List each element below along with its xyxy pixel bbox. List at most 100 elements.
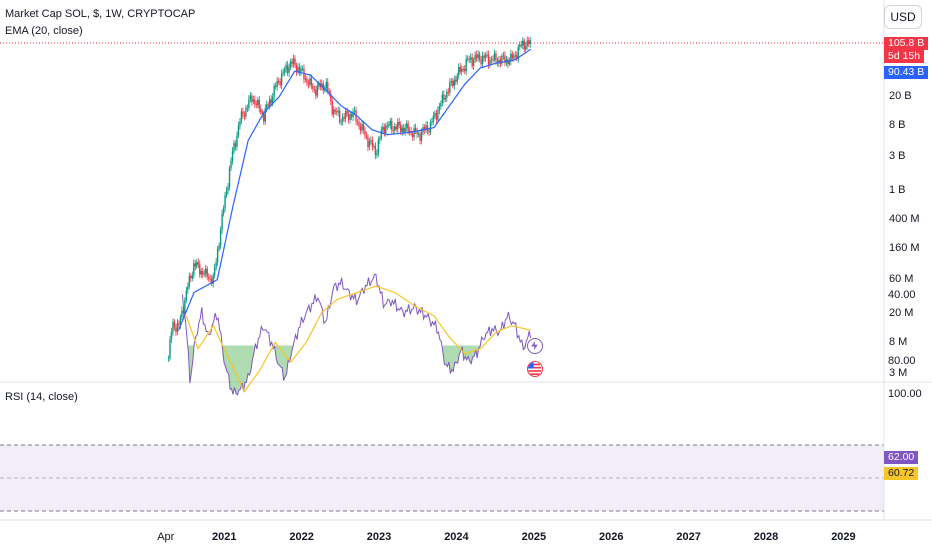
rsi-legend[interactable]: RSI (14, close) xyxy=(5,391,78,403)
candle-body xyxy=(352,111,354,117)
ema-value-badge: 90.43 B xyxy=(884,66,929,79)
candle-body xyxy=(178,323,180,325)
candle-body xyxy=(438,106,441,111)
candle-body xyxy=(269,99,271,106)
candle-body xyxy=(315,89,317,96)
candle-body xyxy=(492,59,494,61)
candle-body xyxy=(285,65,287,70)
candle-body xyxy=(263,114,265,122)
price-tick-label: 8 B xyxy=(889,118,906,131)
candle-body xyxy=(249,95,252,100)
candle-body xyxy=(511,53,514,59)
candle-body xyxy=(222,208,225,214)
candle-body xyxy=(210,278,213,284)
candle-body xyxy=(337,110,339,113)
candle-body xyxy=(266,104,268,109)
candle-body xyxy=(468,58,470,60)
candle-body xyxy=(169,339,171,358)
candle-body xyxy=(188,276,191,287)
candle-body xyxy=(450,81,453,83)
candle-body xyxy=(478,53,481,60)
candle-body xyxy=(206,268,208,277)
currency-button[interactable]: USD xyxy=(884,5,922,29)
candle-body xyxy=(383,126,386,134)
candle-body xyxy=(441,94,444,104)
candle-body xyxy=(435,113,438,120)
candle-body xyxy=(218,245,220,249)
candle-body xyxy=(246,107,249,109)
candle-body xyxy=(452,81,454,86)
lightning-icon[interactable] xyxy=(527,338,543,354)
candle-body xyxy=(205,268,207,274)
candle-body xyxy=(252,99,255,102)
candle-body xyxy=(341,117,344,122)
candle-body xyxy=(202,271,204,275)
candle-body xyxy=(388,125,390,127)
candle-body xyxy=(203,273,205,275)
candle-body xyxy=(376,153,378,156)
candle-body xyxy=(213,267,216,276)
candle-body xyxy=(283,69,286,73)
candle-body xyxy=(455,79,457,82)
candle-body xyxy=(402,127,405,132)
candle-body xyxy=(453,79,455,86)
ema-legend[interactable]: EMA (20, close) xyxy=(5,25,83,37)
candle-body xyxy=(414,127,417,132)
candle-body xyxy=(313,89,316,91)
candle-body xyxy=(176,323,179,333)
candle-body xyxy=(221,213,223,231)
candle-body xyxy=(401,127,403,132)
time-tick-label: 2021 xyxy=(212,531,237,543)
candle-body xyxy=(461,68,463,72)
candle-body xyxy=(404,127,406,132)
candle-body xyxy=(245,107,247,117)
candle-body xyxy=(516,55,518,59)
candle-body xyxy=(254,99,256,104)
candle-body xyxy=(318,83,320,86)
candle-body xyxy=(277,80,280,82)
rsi-ma-value-badge: 60.72 xyxy=(884,467,919,480)
candle-body xyxy=(428,130,430,133)
candle-body xyxy=(181,310,183,318)
candle-body xyxy=(224,195,226,209)
candle-body xyxy=(443,94,445,100)
candle-body xyxy=(219,230,222,246)
candle-body xyxy=(501,55,503,64)
candle-body xyxy=(487,54,490,65)
candle-body xyxy=(330,93,332,102)
candle-body xyxy=(310,78,313,86)
candle-body xyxy=(261,112,263,115)
rsi-ma-line xyxy=(185,285,531,393)
candle-body xyxy=(270,99,272,104)
candle-body xyxy=(523,40,525,50)
candle-body xyxy=(480,59,482,64)
rsi-tick-label: 100.00 xyxy=(888,388,922,400)
candle-body xyxy=(513,55,515,59)
candle-body xyxy=(517,46,519,59)
candle-body xyxy=(231,151,234,161)
candle-body xyxy=(255,103,258,106)
candle-body xyxy=(382,126,384,131)
candle-body xyxy=(225,190,228,196)
candle-body xyxy=(358,121,360,127)
candle-body xyxy=(419,133,421,141)
candle-body xyxy=(367,137,369,148)
candle-body xyxy=(417,133,420,135)
candle-body xyxy=(486,54,488,56)
candle-body xyxy=(316,85,319,96)
candle-body xyxy=(379,138,381,141)
candle-body xyxy=(242,111,244,116)
candle-body xyxy=(258,99,260,109)
candle-body xyxy=(413,127,415,138)
candle-body xyxy=(386,125,389,127)
candle-body xyxy=(344,110,347,119)
price-tick-label: 3 M xyxy=(889,367,908,379)
candle-body xyxy=(349,114,351,120)
us-flag-icon[interactable] xyxy=(527,361,543,377)
candle-body xyxy=(167,357,170,359)
rsi-overbought-fill xyxy=(188,345,527,395)
candle-body xyxy=(333,109,335,115)
candle-body xyxy=(484,55,487,59)
candle-body xyxy=(426,125,429,131)
